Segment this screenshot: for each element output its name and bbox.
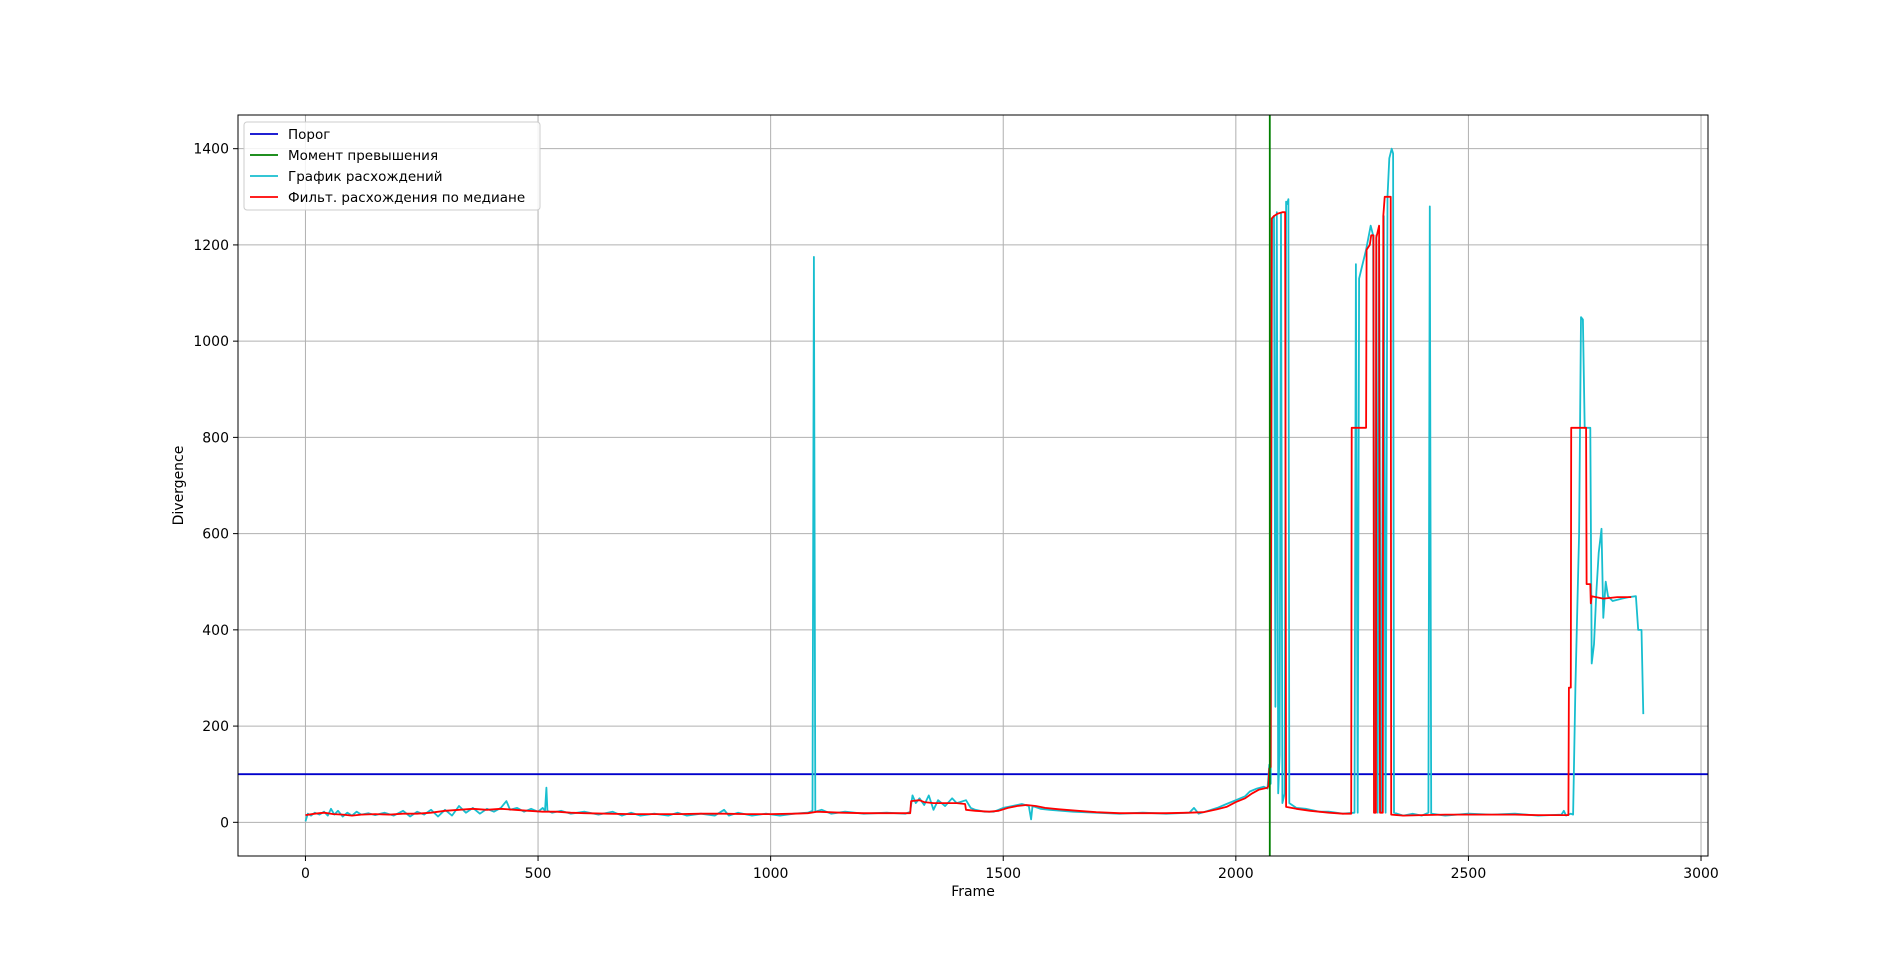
x-tick-label: 3000 [1683, 866, 1719, 882]
y-tick-label: 0 [220, 815, 229, 831]
x-tick-label: 1500 [985, 866, 1021, 882]
y-tick-label: 1200 [193, 238, 229, 254]
legend-label: Порог [288, 127, 330, 143]
series-line-1 [304, 147, 1645, 822]
x-tick-label: 1000 [753, 866, 789, 882]
y-tick-label: 1400 [193, 142, 229, 158]
x-axis-label: Frame [951, 884, 995, 900]
x-tick-label: 2000 [1218, 866, 1254, 882]
y-tick-label: 600 [202, 527, 229, 543]
series-layer [304, 115, 1645, 856]
axis-ticks: 0 500 1000 1500 2000 2500 3000 0 200 400 600 800 100… [193, 142, 1718, 882]
grid-lines [238, 115, 1708, 856]
series-line-2 [305, 195, 1632, 817]
legend-label: Момент превышения [288, 148, 438, 164]
x-tick-label: 2500 [1451, 866, 1487, 882]
y-tick-label: 1000 [193, 334, 229, 350]
y-tick-label: 800 [202, 430, 229, 446]
legend-label: Фильт. расхождения по медиане [288, 190, 525, 206]
x-tick-label: 0 [301, 866, 310, 882]
legend-box [243, 121, 541, 211]
plot-frame [237, 114, 1709, 857]
y-tick-label: 400 [202, 623, 229, 639]
x-tick-label: 500 [525, 866, 552, 882]
legend: Порог Момент превышения График расхождений… [243, 121, 541, 211]
y-axis-label: Divergence [171, 446, 187, 526]
y-tick-label: 200 [202, 719, 229, 735]
legend-label: График расхождений [288, 169, 443, 185]
